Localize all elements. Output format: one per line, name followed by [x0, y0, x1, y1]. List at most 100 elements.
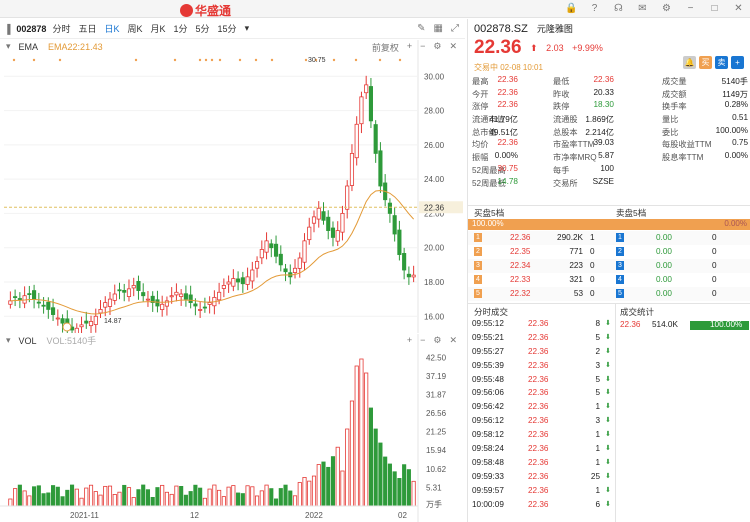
- vol-indicator-name[interactable]: VOL: [18, 335, 37, 346]
- candle-body: [32, 290, 37, 300]
- lock-icon[interactable]: 🔒: [565, 3, 578, 14]
- up-arrow-icon: ⬆: [530, 43, 538, 53]
- expand-icon[interactable]: ⤢: [451, 23, 459, 34]
- vol-unit-label: 万手: [426, 499, 442, 509]
- volume-chart[interactable]: ▾ VOL VOL:5140手 + − ⚙ ✕ 42.50 37.19 31.87 2…: [0, 334, 465, 522]
- trade-cell: 09:55:21: [472, 332, 504, 342]
- volume-bar: [65, 489, 70, 507]
- bell-icon[interactable]: 🔔: [683, 56, 696, 69]
- vol-collapse-icon[interactable]: ▾: [6, 335, 11, 345]
- panel-settings-icon[interactable]: ⚙: [433, 41, 442, 51]
- volume-bar: [131, 497, 136, 507]
- orderbook-cell: 22.34: [510, 261, 531, 270]
- sidebar-toggle-icon[interactable]: ▐: [4, 23, 11, 34]
- timeframe-dropdown-icon[interactable]: ▾: [244, 23, 250, 33]
- trade-cell: 09:56:06: [472, 388, 504, 398]
- volume-bar: [188, 491, 193, 507]
- candle-body: [183, 293, 188, 300]
- adjust-select[interactable]: 前复权: [371, 43, 399, 53]
- candle-body: [368, 86, 373, 122]
- minimize-icon[interactable]: −: [687, 3, 694, 14]
- volume-bar: [330, 456, 336, 507]
- mail-icon[interactable]: ✉: [638, 3, 647, 14]
- volume-bar: [297, 482, 302, 507]
- buy-button[interactable]: 买: [699, 56, 712, 69]
- event-marker: [218, 58, 222, 62]
- quote-value: 5140手: [721, 77, 748, 86]
- timeframe-tab[interactable]: 日K: [104, 24, 120, 34]
- trade-cell: 1: [595, 430, 600, 440]
- timeframe-tab[interactable]: 五日: [78, 24, 97, 34]
- stock-change: ⬆ 2.03 +9.99%: [530, 43, 603, 54]
- layout-icon[interactable]: ▦: [433, 23, 443, 34]
- close-icon[interactable]: ✕: [734, 3, 743, 14]
- volume-bar: [8, 498, 13, 507]
- settings-icon[interactable]: ⚙: [662, 3, 671, 14]
- panel-close-icon[interactable]: ✕: [449, 41, 457, 51]
- orderbook-row[interactable]: 3 22.34 223 0 3 0.00 0: [468, 259, 750, 273]
- add-indicator-icon[interactable]: +: [406, 41, 413, 51]
- timeframe-tab[interactable]: 月K: [150, 24, 166, 34]
- help-icon[interactable]: ?: [591, 3, 598, 14]
- candle-body: [359, 96, 364, 125]
- timesales-list[interactable]: 09:55:12 22.36 8 ⬇ 09:55:21 22.36 5 ⬇ 09:55:27 22…: [468, 318, 614, 512]
- candle-body: [41, 304, 46, 307]
- vol-settings-icon[interactable]: ⚙: [433, 335, 442, 345]
- indicator-name[interactable]: EMA: [18, 41, 39, 52]
- vol-add-icon[interactable]: +: [406, 335, 413, 345]
- candle-body: [226, 281, 231, 285]
- candle-body: [255, 261, 260, 269]
- volume-bar: [169, 493, 174, 507]
- quote-label: 每股收益TTM: [662, 140, 712, 150]
- timeframe-tab[interactable]: 15分: [217, 24, 237, 34]
- sell-button[interactable]: 卖: [715, 56, 728, 69]
- vol-tick-label: 5.31: [426, 483, 442, 492]
- orderbook-row[interactable]: 2 22.35 771 0 2 0.00 0: [468, 245, 750, 259]
- trade-cell: 22.36: [528, 444, 549, 454]
- candle-body: [145, 298, 151, 301]
- orderbook-row[interactable]: 4 22.33 321 0 4 0.00 0: [468, 273, 750, 287]
- volume-bar: [359, 358, 364, 507]
- quote-value: 49.51亿: [489, 127, 518, 137]
- draw-icon[interactable]: ✎: [417, 23, 426, 34]
- trade-row: 09:55:48 22.36 5 ⬇: [468, 374, 614, 388]
- orderbook-cell: 0: [590, 247, 595, 256]
- headset-icon[interactable]: ☊: [614, 3, 623, 14]
- vol-remove-icon[interactable]: −: [420, 335, 426, 345]
- volume-bar: [198, 487, 203, 507]
- quote-value: 1.869亿: [585, 115, 614, 125]
- candle-body: [406, 273, 411, 278]
- date-tick-label: 02: [398, 511, 407, 520]
- timeframe-tab[interactable]: 分时: [52, 24, 71, 34]
- quote-value: 100.00%: [715, 125, 748, 135]
- candle-body: [169, 295, 174, 298]
- maximize-icon[interactable]: □: [711, 3, 718, 14]
- candle-body: [27, 293, 32, 295]
- volume-bar: [46, 492, 51, 507]
- volume-bar: [36, 485, 41, 507]
- trade-cell: 22.36: [528, 499, 549, 509]
- quote-label: 流通股: [553, 115, 578, 125]
- volume-bar: [60, 496, 65, 507]
- timeframe-tab[interactable]: 周K: [127, 24, 143, 34]
- collapse-icon[interactable]: ▾: [6, 41, 11, 51]
- remove-icon[interactable]: −: [420, 41, 426, 51]
- orderbook-cell: 0: [712, 275, 717, 284]
- add-watch-button[interactable]: +: [731, 56, 744, 69]
- timeframe-tab[interactable]: 5分: [195, 24, 210, 34]
- volume-bar: [17, 484, 22, 507]
- timeframe-tab[interactable]: 1分: [173, 24, 188, 34]
- trade-cell: 8: [595, 319, 600, 328]
- vol-close-icon[interactable]: ✕: [449, 335, 457, 345]
- candle-body: [307, 226, 312, 241]
- candle-body: [79, 324, 84, 328]
- trade-cell: 6: [595, 499, 600, 509]
- quote-label: 今开: [472, 89, 489, 99]
- trade-cell: 25: [590, 471, 600, 481]
- orderbook-row[interactable]: 1 22.36 290.2K 1 1 0.00 0: [468, 231, 750, 245]
- price-chart[interactable]: ▾ EMA EMA22:21.43 前复权 + − ⚙ ✕ 30.00 28.00…: [0, 40, 465, 333]
- quote-row: 52周最高 30.75 每手 100: [472, 164, 750, 177]
- orderbook-row[interactable]: 5 22.32 53 0 5 0.00 0: [468, 287, 750, 301]
- quote-label: 量比: [662, 115, 679, 125]
